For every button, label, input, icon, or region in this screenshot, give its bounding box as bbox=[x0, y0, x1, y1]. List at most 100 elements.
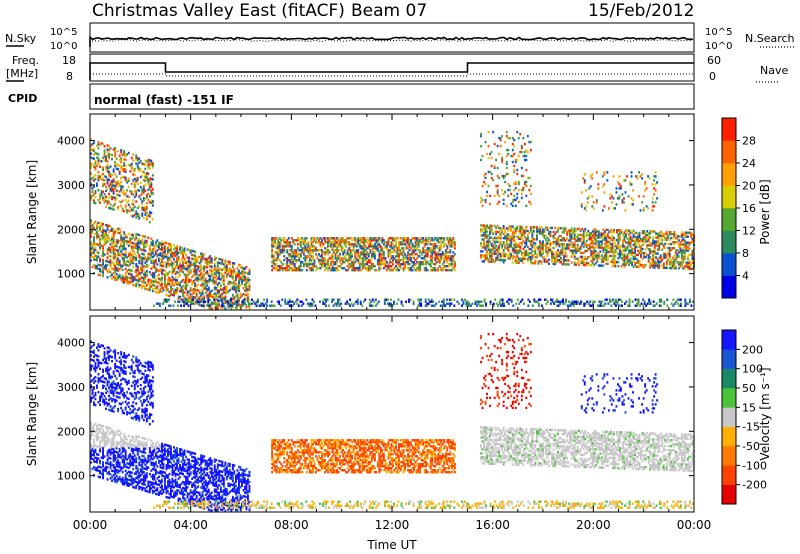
power-cell bbox=[173, 258, 175, 261]
power-cell bbox=[90, 172, 92, 175]
power-cell bbox=[316, 255, 319, 258]
power-cell bbox=[158, 273, 160, 276]
power-cell bbox=[539, 232, 541, 235]
power-cell bbox=[522, 233, 525, 237]
power-cell bbox=[517, 180, 520, 184]
power-cell bbox=[551, 258, 553, 262]
power-cell bbox=[432, 243, 435, 246]
power-cell bbox=[622, 245, 624, 248]
power-cell bbox=[324, 257, 326, 260]
power-cell bbox=[108, 154, 110, 158]
power-cell bbox=[96, 243, 98, 246]
power-cell bbox=[114, 180, 117, 184]
power-cell bbox=[284, 267, 287, 270]
power-cell bbox=[324, 239, 326, 242]
power-cell bbox=[508, 225, 511, 228]
power-cell bbox=[429, 255, 432, 258]
power-cell bbox=[94, 191, 97, 195]
power-cell bbox=[501, 244, 504, 248]
power-cell bbox=[364, 263, 367, 266]
power-cell bbox=[481, 224, 484, 227]
power-cell bbox=[646, 234, 649, 237]
power-cell bbox=[582, 261, 585, 265]
power-cell bbox=[348, 243, 351, 246]
power-cell bbox=[625, 263, 627, 266]
power-cell bbox=[570, 229, 573, 232]
power-cell bbox=[215, 286, 218, 290]
power-cell bbox=[289, 267, 292, 270]
power-cell bbox=[132, 236, 135, 239]
power-cell bbox=[502, 227, 505, 230]
power-cell bbox=[302, 265, 305, 268]
power-cell bbox=[130, 245, 133, 248]
power-cell bbox=[507, 245, 510, 248]
power-cell bbox=[130, 166, 133, 170]
power-cell bbox=[299, 253, 302, 256]
power-cell bbox=[171, 293, 174, 297]
power-cell bbox=[271, 241, 274, 244]
power-cell bbox=[355, 249, 358, 252]
power-cell bbox=[90, 235, 92, 238]
power-cell bbox=[227, 260, 230, 263]
power-cell bbox=[361, 259, 364, 262]
power-cell bbox=[230, 307, 233, 310]
power-cell bbox=[123, 245, 126, 248]
power-cell bbox=[231, 293, 234, 297]
power-cell bbox=[321, 255, 323, 258]
power-cell bbox=[183, 267, 186, 270]
power-cell bbox=[173, 278, 175, 281]
power-cell bbox=[452, 259, 455, 262]
power-cell bbox=[111, 205, 113, 209]
power-cell bbox=[109, 181, 112, 184]
power-cell bbox=[570, 227, 573, 230]
power-cell bbox=[142, 235, 145, 238]
power-cell bbox=[434, 257, 437, 260]
power-cell bbox=[305, 249, 308, 252]
power-cell bbox=[358, 269, 361, 272]
power-cell bbox=[186, 278, 189, 281]
power-cell bbox=[114, 164, 117, 168]
power-cell bbox=[425, 243, 428, 246]
power-cell bbox=[102, 142, 104, 146]
power-cell bbox=[213, 288, 216, 291]
power-cell bbox=[151, 174, 154, 177]
power-cell bbox=[159, 252, 162, 255]
power-cell bbox=[505, 130, 508, 134]
power-cell bbox=[396, 263, 399, 266]
power-cell bbox=[235, 294, 237, 298]
power-cell bbox=[186, 266, 189, 269]
power-cell bbox=[150, 191, 153, 194]
cpid-text: normal (fast) -151 IF bbox=[94, 93, 234, 107]
power-cell bbox=[213, 296, 216, 299]
power-cell bbox=[434, 247, 437, 250]
power-cell bbox=[135, 234, 138, 238]
power-cell bbox=[381, 261, 384, 264]
power-cell bbox=[360, 251, 363, 254]
power-cell bbox=[602, 256, 605, 259]
power-cell bbox=[432, 263, 435, 266]
power-cell bbox=[534, 256, 537, 259]
power-cell bbox=[186, 276, 189, 279]
power-cell bbox=[126, 195, 129, 198]
power-cell bbox=[118, 261, 121, 265]
power-cell bbox=[109, 275, 112, 278]
power-cell bbox=[241, 266, 243, 269]
power-cell bbox=[179, 295, 181, 299]
power-cell bbox=[520, 257, 523, 260]
power-cell bbox=[207, 306, 210, 309]
power-cell bbox=[159, 244, 162, 247]
power-cell bbox=[493, 236, 496, 240]
power-cell bbox=[105, 205, 107, 208]
power-cell bbox=[584, 261, 587, 265]
power-cell bbox=[100, 254, 103, 257]
power-cell bbox=[129, 257, 132, 260]
power-cell bbox=[142, 216, 145, 220]
power-cell bbox=[330, 245, 332, 248]
power-cell bbox=[411, 255, 414, 258]
power-cell bbox=[623, 263, 626, 266]
power-cell bbox=[197, 283, 200, 286]
power-cell bbox=[191, 257, 194, 260]
power-cell bbox=[132, 275, 135, 279]
power-cell bbox=[135, 284, 138, 288]
power-cell bbox=[404, 261, 406, 264]
